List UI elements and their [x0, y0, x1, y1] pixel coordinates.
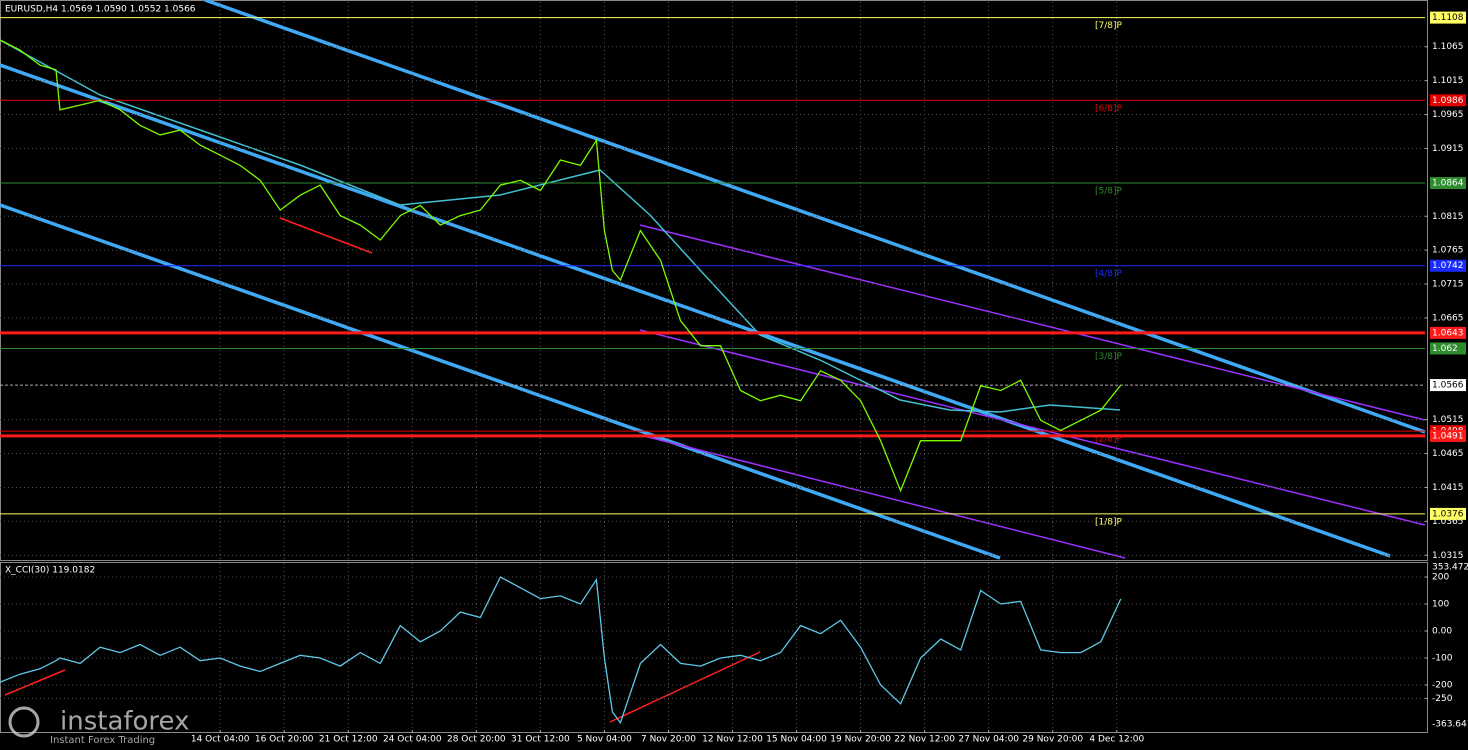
scale-label: -363.641 — [1432, 720, 1468, 730]
level-label: 1.062 — [1432, 344, 1458, 354]
y-tick-label: 1.0465 — [1432, 449, 1464, 459]
y-tick-label: 0.00 — [1432, 626, 1452, 636]
level-label: 1.0742 — [1432, 261, 1464, 271]
x-tick-label: 31 Oct 12:00 — [511, 735, 570, 745]
y-tick-label: 1.0715 — [1432, 280, 1464, 290]
level-tag: [1/8]P — [1095, 517, 1123, 527]
level-label: 1.0643 — [1432, 328, 1464, 338]
y-tick-label: -200 — [1432, 680, 1453, 690]
x-tick-label: 19 Nov 20:00 — [830, 735, 891, 745]
x-tick-label: 5 Nov 04:00 — [577, 735, 632, 745]
watermark-slogan: Instant Forex Trading — [50, 735, 155, 746]
panel-title: EURUSD,H4 1.0569 1.0590 1.0552 1.0566 — [5, 5, 196, 15]
level-box — [1430, 326, 1466, 339]
y-tick-label: 1.1015 — [1432, 76, 1464, 86]
level-box — [1430, 259, 1466, 272]
drawings — [0, 0, 1426, 723]
moving-average — [0, 39, 1121, 413]
level-tag: [3/8]P — [1095, 352, 1123, 362]
level-tag: [7/8]P — [1095, 21, 1123, 31]
panel-title: X_CCI(30) 119.0182 — [5, 566, 95, 576]
channel-line — [0, 63, 1391, 558]
y-tick-label: 1.0965 — [1432, 110, 1464, 120]
price-frame — [0, 0, 1428, 561]
y-tick-label: 100 — [1432, 600, 1449, 610]
channel-line — [204, 0, 1426, 434]
regression-line — [639, 329, 1426, 526]
y-tick-label: 1.1065 — [1432, 42, 1464, 52]
level-label: 1.0491 — [1432, 431, 1464, 441]
x-tick-label: 22 Nov 12:00 — [894, 735, 955, 745]
level-label: 1.0566 — [1432, 381, 1464, 391]
x-tick-label: 21 Oct 12:00 — [319, 735, 378, 745]
watermark-logo — [8, 706, 40, 738]
x-tick-label: 7 Nov 20:00 — [641, 735, 696, 745]
x-tick-label: 29 Nov 20:00 — [1022, 735, 1083, 745]
y-tick-label: 1.0415 — [1432, 483, 1464, 493]
x-tick-label: 27 Nov 04:00 — [958, 735, 1019, 745]
level-box — [1430, 94, 1466, 107]
y-tick-label: -250 — [1432, 694, 1453, 704]
level-tag: [5/8]P — [1095, 187, 1123, 197]
regression-line — [639, 224, 1426, 421]
x-tick-label: 14 Oct 04:00 — [191, 735, 250, 745]
x-tick-label: 16 Oct 20:00 — [255, 735, 314, 745]
x-tick-label: 24 Oct 04:00 — [383, 735, 442, 745]
level-tag: [4/8]P — [1095, 269, 1123, 279]
level-box — [1430, 177, 1466, 190]
level-label: 1.1108 — [1432, 13, 1464, 23]
y-tick-label: 1.0515 — [1432, 415, 1464, 425]
cci-frame — [0, 562, 1428, 733]
y-tick-label: 1.0815 — [1432, 212, 1464, 222]
level-box — [1430, 429, 1466, 442]
x-tick-label: 28 Oct 20:00 — [447, 735, 506, 745]
trend-line — [4, 669, 66, 696]
level-label: 1.0986 — [1432, 96, 1464, 106]
x-tick-label: 12 Nov 12:00 — [702, 735, 763, 745]
level-box — [1430, 379, 1466, 392]
level-box — [1430, 507, 1466, 520]
y-tick-label: 1.0365 — [1432, 517, 1464, 527]
level-tag: [6/8]P — [1095, 104, 1123, 114]
scale-label: 353.4725 — [1432, 563, 1468, 573]
x-tick-label: 15 Nov 04:00 — [766, 735, 827, 745]
level-box — [1430, 342, 1466, 355]
x-tick-label: 4 Dec 12:00 — [1089, 735, 1144, 745]
watermark-brand: instaforex — [60, 707, 189, 737]
level-label: 1.0376 — [1432, 509, 1464, 519]
y-tick-label: 1.0665 — [1432, 313, 1464, 323]
y-tick-label: 1.0765 — [1432, 246, 1464, 256]
y-tick-label: 1.0315 — [1432, 551, 1464, 561]
trend-line — [609, 651, 761, 723]
regression-line — [639, 434, 1126, 559]
level-tag: [2/8]P — [1095, 435, 1123, 445]
price-line — [0, 576, 1122, 725]
price-line — [0, 39, 1122, 493]
level-box — [1430, 11, 1466, 24]
y-tick-label: -100 — [1432, 653, 1453, 663]
trend-line — [279, 217, 373, 254]
level-label: 1.0864 — [1432, 179, 1464, 189]
channel-line — [0, 203, 1001, 560]
y-tick-label: 1.0915 — [1432, 144, 1464, 154]
y-tick-label: 200 — [1432, 573, 1449, 583]
